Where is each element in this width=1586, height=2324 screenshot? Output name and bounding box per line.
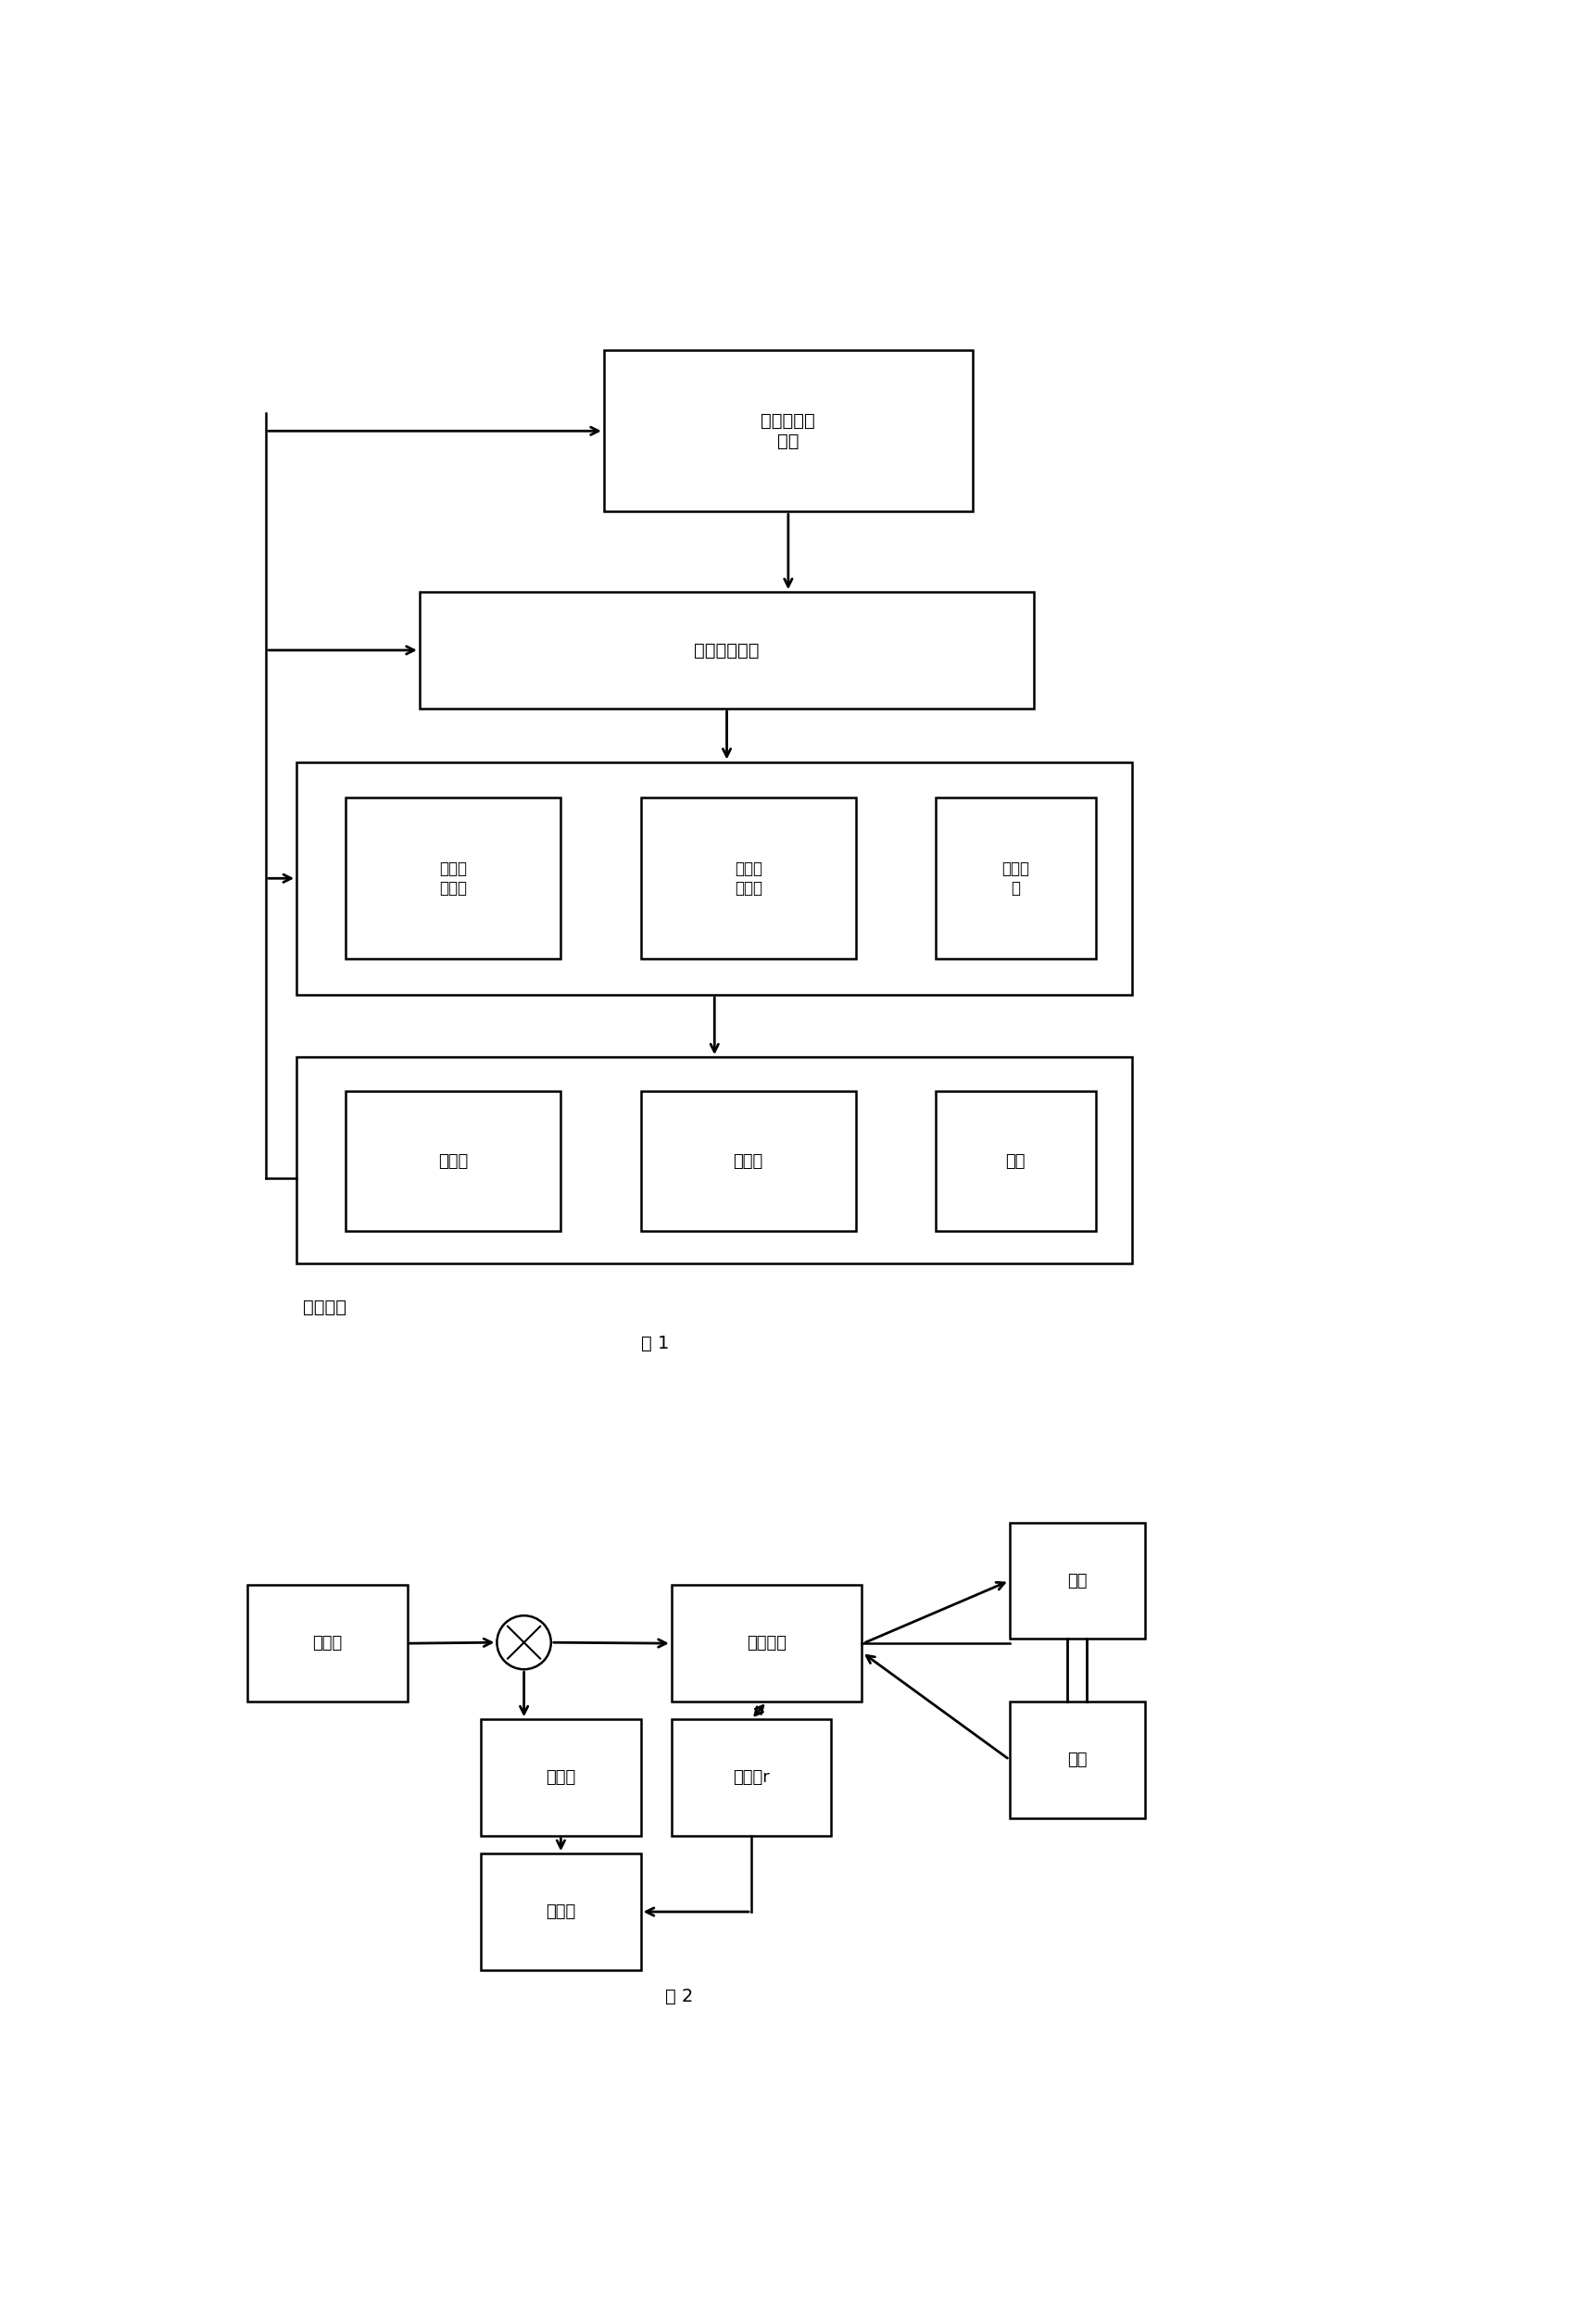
Text: 车轮: 车轮 [1067,1752,1086,1769]
Text: 图 2: 图 2 [665,1987,693,2006]
Text: 蓄电池: 蓄电池 [546,1903,576,1920]
Text: 电机: 电机 [1006,1153,1026,1169]
FancyBboxPatch shape [671,1585,863,1701]
FancyBboxPatch shape [936,1092,1096,1232]
FancyBboxPatch shape [481,1720,641,1836]
Ellipse shape [496,1615,550,1669]
FancyBboxPatch shape [481,1855,641,1971]
Text: 能量流控制器: 能量流控制器 [695,641,760,660]
FancyBboxPatch shape [936,797,1096,960]
Text: 发动机: 发动机 [312,1636,343,1652]
Text: 发电机: 发电机 [546,1769,576,1785]
Text: 传动机构: 传动机构 [747,1636,787,1652]
FancyBboxPatch shape [671,1720,831,1836]
Text: 蓄电池
控制器: 蓄电池 控制器 [734,860,763,897]
FancyBboxPatch shape [346,797,561,960]
Text: 发动机: 发动机 [438,1153,468,1169]
Text: 车轮: 车轮 [1067,1573,1086,1590]
Text: 转矩和车速
控制: 转矩和车速 控制 [761,411,815,451]
FancyBboxPatch shape [297,1057,1132,1264]
FancyBboxPatch shape [346,1092,561,1232]
Text: 机控制
器: 机控制 器 [1002,860,1029,897]
FancyBboxPatch shape [247,1585,408,1701]
FancyBboxPatch shape [297,762,1132,995]
FancyBboxPatch shape [641,1092,856,1232]
Text: 反馈信号: 反馈信号 [303,1299,346,1315]
Text: 蓄电池: 蓄电池 [733,1153,763,1169]
FancyBboxPatch shape [1010,1701,1145,1817]
FancyBboxPatch shape [1010,1522,1145,1638]
Text: 电动机r: 电动机r [733,1769,769,1785]
Text: 发动机
控制器: 发动机 控制器 [439,860,468,897]
FancyBboxPatch shape [641,797,856,960]
FancyBboxPatch shape [419,593,1034,709]
FancyBboxPatch shape [604,351,972,511]
Text: 图 1: 图 1 [641,1334,669,1353]
